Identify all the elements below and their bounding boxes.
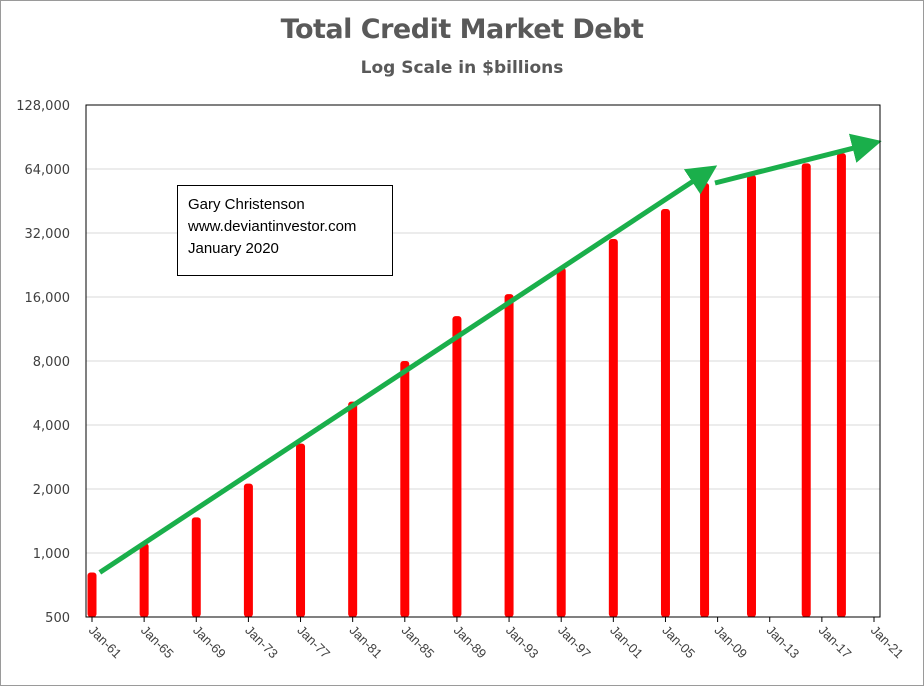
- annotation-website: www.deviantinvestor.com: [188, 218, 357, 235]
- chart-title: Total Credit Market Debt: [280, 14, 644, 45]
- x-tick-label: Jan-81: [347, 623, 386, 662]
- y-tick-label: 16,000: [25, 291, 71, 306]
- bar: [139, 543, 149, 617]
- bar: [191, 517, 201, 617]
- x-tick-label: Jan-93: [503, 623, 542, 662]
- bar: [700, 182, 710, 617]
- x-tick-label: Jan-89: [451, 623, 490, 662]
- x-tick-label: Jan-17: [816, 623, 855, 662]
- x-tick-label: Jan-97: [555, 623, 594, 662]
- y-tick-label: 500: [45, 611, 70, 626]
- bar: [348, 401, 358, 617]
- x-tick-label: Jan-13: [764, 623, 803, 662]
- bar: [243, 483, 253, 617]
- x-tick-label: Jan-21: [868, 623, 907, 662]
- x-tick-label: Jan-77: [294, 623, 333, 662]
- x-tick-label: Jan-69: [190, 623, 229, 662]
- y-tick-label: 8,000: [33, 355, 70, 370]
- y-axis-ticks: 500 1,000 2,000 4,000 8,000 16,000 32,000 64,00…: [16, 99, 70, 626]
- y-tick-label: 64,000: [25, 163, 71, 178]
- y-tick-label: 2,000: [33, 483, 70, 498]
- x-tick-label: Jan-01: [607, 623, 646, 662]
- bar: [87, 572, 97, 617]
- bar: [556, 267, 566, 617]
- annotation-box: Gary Christenson www.deviantinvestor.com…: [177, 185, 393, 276]
- trend-arrow: [714, 133, 882, 186]
- y-tick-label: 1,000: [33, 547, 70, 562]
- x-tick-label: Jan-05: [659, 623, 698, 662]
- plot-area-border: [85, 104, 881, 618]
- x-tick-label: Jan-61: [86, 623, 125, 662]
- bar: [746, 174, 756, 618]
- trend-arrows: [98, 133, 882, 575]
- bar: [660, 208, 670, 617]
- annotation-author: Gary Christenson: [188, 196, 305, 213]
- bar: [836, 153, 846, 618]
- y-tick-label: 128,000: [16, 99, 70, 114]
- y-tick-label: 4,000: [33, 419, 70, 434]
- chart-subtitle: Log Scale in $billions: [360, 58, 564, 78]
- bar: [400, 361, 410, 617]
- bar: [296, 443, 306, 617]
- y-tick-label: 32,000: [25, 227, 71, 242]
- bars: [87, 153, 846, 618]
- bar: [504, 294, 514, 617]
- x-tick-label: Jan-09: [711, 623, 750, 662]
- x-tick-label: Jan-73: [242, 623, 281, 662]
- bar: [608, 238, 618, 618]
- annotation-date: January 2020: [188, 240, 279, 257]
- trend-arrow: [98, 165, 718, 575]
- x-tick-label: Jan-65: [138, 623, 177, 662]
- x-axis-ticks: Jan-61 Jan-65 Jan-69 Jan-73 Jan-77 Jan-81 Jan-…: [86, 617, 907, 661]
- bar: [452, 316, 462, 617]
- x-tick-label: Jan-85: [399, 623, 438, 662]
- bar: [801, 163, 811, 617]
